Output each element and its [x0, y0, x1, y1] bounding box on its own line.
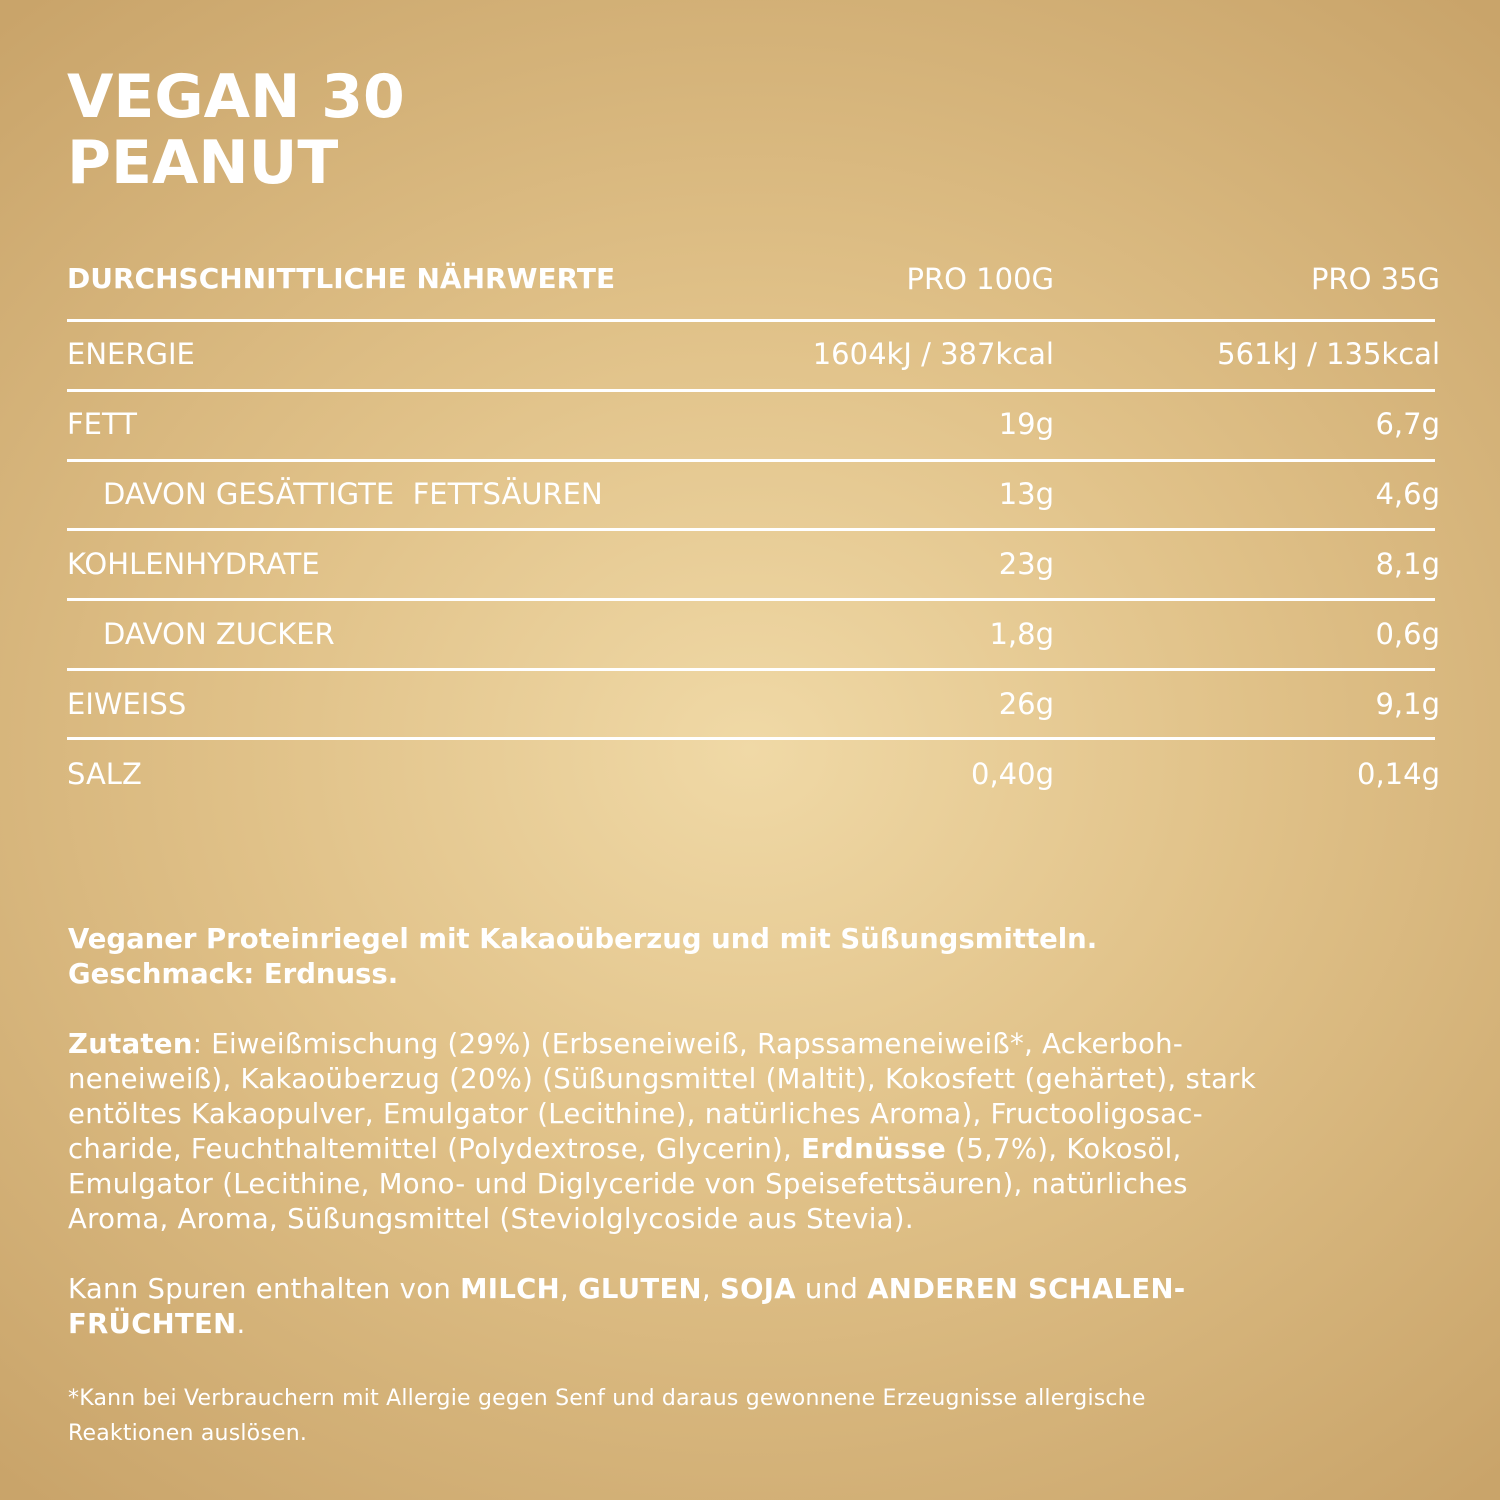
row-value-per-100g: 1604kJ / 387kcal: [812, 337, 1054, 371]
product-title-line2: PEANUT: [67, 128, 339, 198]
nutrition-row-kohlenhydrate: KOHLENHYDRATE 23g 8,1g: [67, 544, 1440, 584]
row-value-per-35g: 561kJ / 135kcal: [1217, 337, 1440, 371]
nutrition-header-per-35g: PRO 35G: [1310, 262, 1440, 296]
nutrition-row-energie: ENERGIE 1604kJ / 387kcal 561kJ / 135kcal: [67, 334, 1440, 374]
traces-prefix: Kann Spuren enthalten von: [68, 1273, 461, 1305]
ingredients-text: Emulgator (Lecithine, Mono- und Diglycer…: [68, 1168, 1188, 1200]
row-value-per-35g: 4,6g: [1375, 477, 1440, 511]
allergen-traces: Kann Spuren enthalten von MILCH, GLUTEN,…: [68, 1272, 1458, 1342]
table-divider: [67, 319, 1435, 322]
footnote-line1: *Kann bei Verbrauchern mit Allergie gege…: [68, 1386, 1146, 1411]
product-description: Veganer Proteinriegel mit Kakaoüberzug u…: [68, 922, 1448, 992]
row-value-per-100g: 23g: [998, 547, 1054, 581]
row-value-per-35g: 0,6g: [1375, 617, 1440, 651]
traces-separator: ,: [701, 1273, 720, 1305]
row-value-per-35g: 9,1g: [1375, 687, 1440, 721]
row-value-per-35g: 0,14g: [1357, 757, 1440, 791]
nutrition-row-eiweiss: EIWEISS 26g 9,1g: [67, 684, 1440, 724]
nutrition-row-fett: FETT 19g 6,7g: [67, 404, 1440, 444]
traces-separator: ,: [559, 1273, 579, 1305]
row-label: SALZ: [67, 757, 142, 791]
description-line1: Veganer Proteinriegel mit Kakaoüberzug u…: [68, 923, 1098, 955]
table-divider: [67, 598, 1435, 601]
row-value-per-100g: 13g: [998, 477, 1054, 511]
ingredients-text: neneiweiß), Kakaoüberzug (20%) (Süßungsm…: [68, 1063, 1257, 1095]
row-value-per-35g: 8,1g: [1375, 547, 1440, 581]
row-label: FETT: [67, 407, 137, 441]
allergy-footnote: *Kann bei Verbrauchern mit Allergie gege…: [68, 1381, 1458, 1451]
traces-end: .: [236, 1308, 246, 1340]
table-divider: [67, 459, 1435, 462]
row-value-per-100g: 26g: [998, 687, 1054, 721]
table-divider: [67, 737, 1435, 740]
row-label: DAVON GESÄTTIGTE FETTSÄUREN: [103, 477, 603, 511]
allergen-gluten: GLUTEN: [578, 1273, 702, 1305]
nutrition-table-header: DURCHSCHNITTLICHE NÄHRWERTE PRO 100G PRO…: [67, 262, 1440, 306]
row-value-per-100g: 19g: [998, 407, 1054, 441]
ingredients-label: Zutaten: [68, 1028, 193, 1060]
nutrition-row-salz: SALZ 0,40g 0,14g: [67, 754, 1440, 794]
traces-separator: und: [795, 1273, 868, 1305]
row-label: ENERGIE: [67, 337, 195, 371]
ingredients-text: entöltes Kakaopulver, Emulgator (Lecithi…: [68, 1098, 1203, 1130]
row-label: KOHLENHYDRATE: [67, 547, 320, 581]
allergen-schalenfruechte: ANDEREN SCHALEN-: [867, 1273, 1186, 1305]
product-title: VEGAN 30 PEANUT: [67, 64, 405, 196]
table-divider: [67, 668, 1435, 671]
allergen-schalenfruechte-line2: FRÜCHTEN: [68, 1308, 237, 1340]
ingredients-text: : Eiweißmischung (29%) (Erbseneiweiß, Ra…: [192, 1028, 1184, 1060]
row-value-per-100g: 1,8g: [989, 617, 1054, 651]
allergen-highlight: Erdnüsse: [801, 1133, 947, 1165]
ingredients-list: Zutaten: Eiweißmischung (29%) (Erbseneiw…: [68, 1027, 1458, 1237]
product-title-line1: VEGAN 30: [67, 62, 405, 132]
row-value-per-35g: 6,7g: [1375, 407, 1440, 441]
row-label: EIWEISS: [67, 687, 187, 721]
nutrition-header-label: DURCHSCHNITTLICHE NÄHRWERTE: [67, 262, 616, 295]
row-value-per-100g: 0,40g: [971, 757, 1054, 791]
footnote-line2: Reaktionen auslösen.: [68, 1421, 308, 1446]
nutrition-row-gesaettigte-fettsaeuren: DAVON GESÄTTIGTE FETTSÄUREN 13g 4,6g: [67, 474, 1440, 514]
row-label: DAVON ZUCKER: [103, 617, 335, 651]
nutrition-header-per-100g: PRO 100G: [906, 262, 1054, 296]
ingredients-text: charide, Feuchthaltemittel (Polydextrose…: [68, 1133, 802, 1165]
table-divider: [67, 528, 1435, 531]
nutrition-row-zucker: DAVON ZUCKER 1,8g 0,6g: [67, 614, 1440, 654]
allergen-soja: SOJA: [719, 1273, 796, 1305]
ingredients-text: Aroma, Aroma, Süßungsmittel (Steviolglyc…: [68, 1203, 914, 1235]
ingredients-text: (5,7%), Kokosöl,: [946, 1133, 1182, 1165]
allergen-milch: MILCH: [460, 1273, 560, 1305]
table-divider: [67, 389, 1435, 392]
description-line2: Geschmack: Erdnuss.: [68, 958, 399, 990]
